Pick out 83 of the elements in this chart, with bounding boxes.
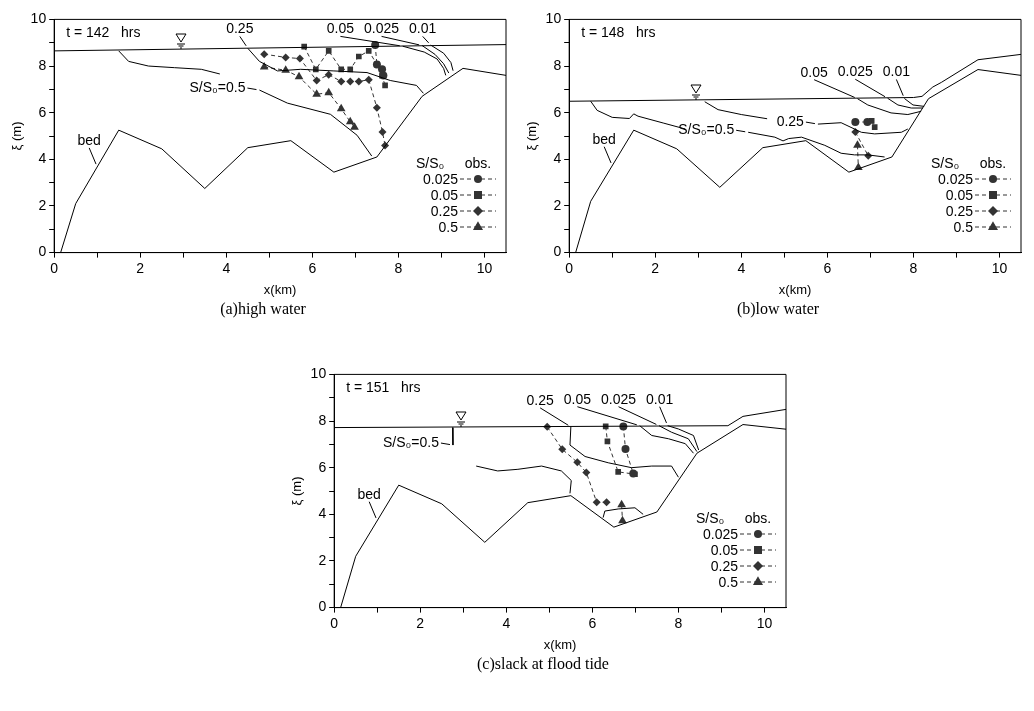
annotation: 0.025 bbox=[364, 20, 400, 37]
annotation: S/S₀=0.5 bbox=[678, 121, 735, 138]
x-tick-label: 0 bbox=[565, 259, 574, 276]
legend-label: 0.025 bbox=[936, 170, 973, 187]
y-tick-label: 0 bbox=[318, 598, 327, 615]
annotation: S/S₀=0.5 bbox=[382, 433, 440, 450]
text: (a)high water bbox=[219, 300, 307, 318]
legend-label: 0.5 bbox=[437, 218, 458, 235]
x-tick-label: 4 bbox=[737, 259, 746, 276]
annotation: obs. bbox=[743, 509, 773, 526]
legend-label: 0.25 bbox=[944, 202, 973, 219]
annotation: 0.01 bbox=[646, 390, 674, 407]
x-tick-label: 0 bbox=[330, 614, 339, 631]
x-tick-label: 2 bbox=[416, 614, 425, 631]
legend-label: 0.05 bbox=[709, 541, 738, 558]
y-tick-label: 4 bbox=[553, 150, 562, 167]
annotation: 0.025 bbox=[601, 390, 637, 407]
annotation: bed bbox=[77, 131, 101, 148]
y-axis-title: ξ (m) bbox=[289, 476, 305, 506]
annotation: t = 142 hrs bbox=[66, 24, 141, 41]
text: (b)low water bbox=[735, 300, 821, 318]
x-tick-label: 6 bbox=[823, 259, 832, 276]
legend-title: S/S₀ bbox=[416, 154, 446, 171]
annotation: t = 148 hrs bbox=[581, 24, 656, 41]
legend-label: 0.5 bbox=[952, 218, 973, 235]
legend-label: 0.25 bbox=[429, 202, 458, 219]
annotation: 0.025 bbox=[837, 63, 873, 80]
annotation: bed bbox=[592, 130, 616, 147]
text: (c)slack at flood tide bbox=[476, 655, 610, 673]
annotation: 0.05 bbox=[800, 63, 828, 80]
x-tick-label: 4 bbox=[222, 259, 231, 276]
annotation: 0.05 bbox=[326, 20, 355, 37]
y-tick-label: 4 bbox=[38, 150, 47, 167]
legend-title: S/S₀ bbox=[931, 154, 961, 171]
annotation: 0.01 bbox=[409, 20, 437, 37]
annotation: t = 151 hrs bbox=[346, 379, 421, 396]
y-tick-label: 10 bbox=[30, 10, 47, 27]
x-tick-label: 8 bbox=[674, 614, 683, 631]
y-tick-label: 2 bbox=[38, 196, 47, 213]
legend-label: 0.5 bbox=[717, 573, 738, 590]
x-tick-label: 2 bbox=[136, 259, 145, 276]
x-tick-label: 8 bbox=[909, 259, 918, 276]
legend-label: 0.025 bbox=[701, 525, 738, 542]
x-tick-label: 8 bbox=[394, 259, 403, 276]
y-axis-title: ξ (m) bbox=[9, 121, 25, 151]
annotation: 0.05 bbox=[563, 390, 592, 407]
annotation: bed bbox=[357, 485, 381, 502]
x-tick-label: 10 bbox=[476, 259, 493, 276]
y-tick-label: 10 bbox=[545, 10, 562, 27]
x-tick-label: 6 bbox=[588, 614, 597, 631]
y-tick-label: 8 bbox=[553, 56, 562, 73]
y-tick-label: 0 bbox=[553, 243, 562, 260]
y-axis-title: ξ (m) bbox=[524, 121, 540, 151]
x-tick-label: 4 bbox=[502, 614, 511, 631]
y-tick-label: 0 bbox=[38, 243, 47, 260]
y-tick-label: 2 bbox=[318, 551, 327, 568]
x-tick-label: 10 bbox=[756, 614, 773, 631]
y-tick-label: 6 bbox=[553, 103, 562, 120]
annotation: 0.25 bbox=[526, 391, 554, 408]
y-tick-label: 8 bbox=[318, 411, 327, 428]
y-tick-label: 4 bbox=[318, 505, 327, 522]
y-tick-label: 8 bbox=[38, 56, 47, 73]
y-tick-label: 6 bbox=[318, 458, 327, 475]
annotation: 0.25 bbox=[776, 112, 805, 129]
annotation: obs. bbox=[463, 154, 493, 171]
y-tick-label: 10 bbox=[310, 365, 327, 382]
y-tick-label: 2 bbox=[553, 196, 562, 213]
annotation: 0.01 bbox=[882, 63, 911, 80]
annotation: 0.25 bbox=[226, 20, 254, 37]
x-axis-title: x(km) bbox=[778, 281, 812, 297]
x-tick-label: 10 bbox=[991, 259, 1008, 276]
y-tick-label: 6 bbox=[38, 103, 47, 120]
annotation: obs. bbox=[978, 154, 1008, 171]
legend-label: 0.25 bbox=[709, 557, 738, 574]
legend-label: 0.05 bbox=[944, 186, 973, 203]
x-axis-title: x(km) bbox=[543, 636, 577, 652]
legend-title: S/S₀ bbox=[696, 509, 726, 526]
legend-label: 0.05 bbox=[429, 186, 458, 203]
annotation: S/S₀=0.5 bbox=[189, 78, 246, 95]
x-tick-label: 2 bbox=[651, 259, 660, 276]
x-axis-title: x(km) bbox=[263, 281, 297, 297]
legend-label: 0.025 bbox=[421, 170, 458, 187]
x-tick-label: 0 bbox=[50, 259, 59, 276]
